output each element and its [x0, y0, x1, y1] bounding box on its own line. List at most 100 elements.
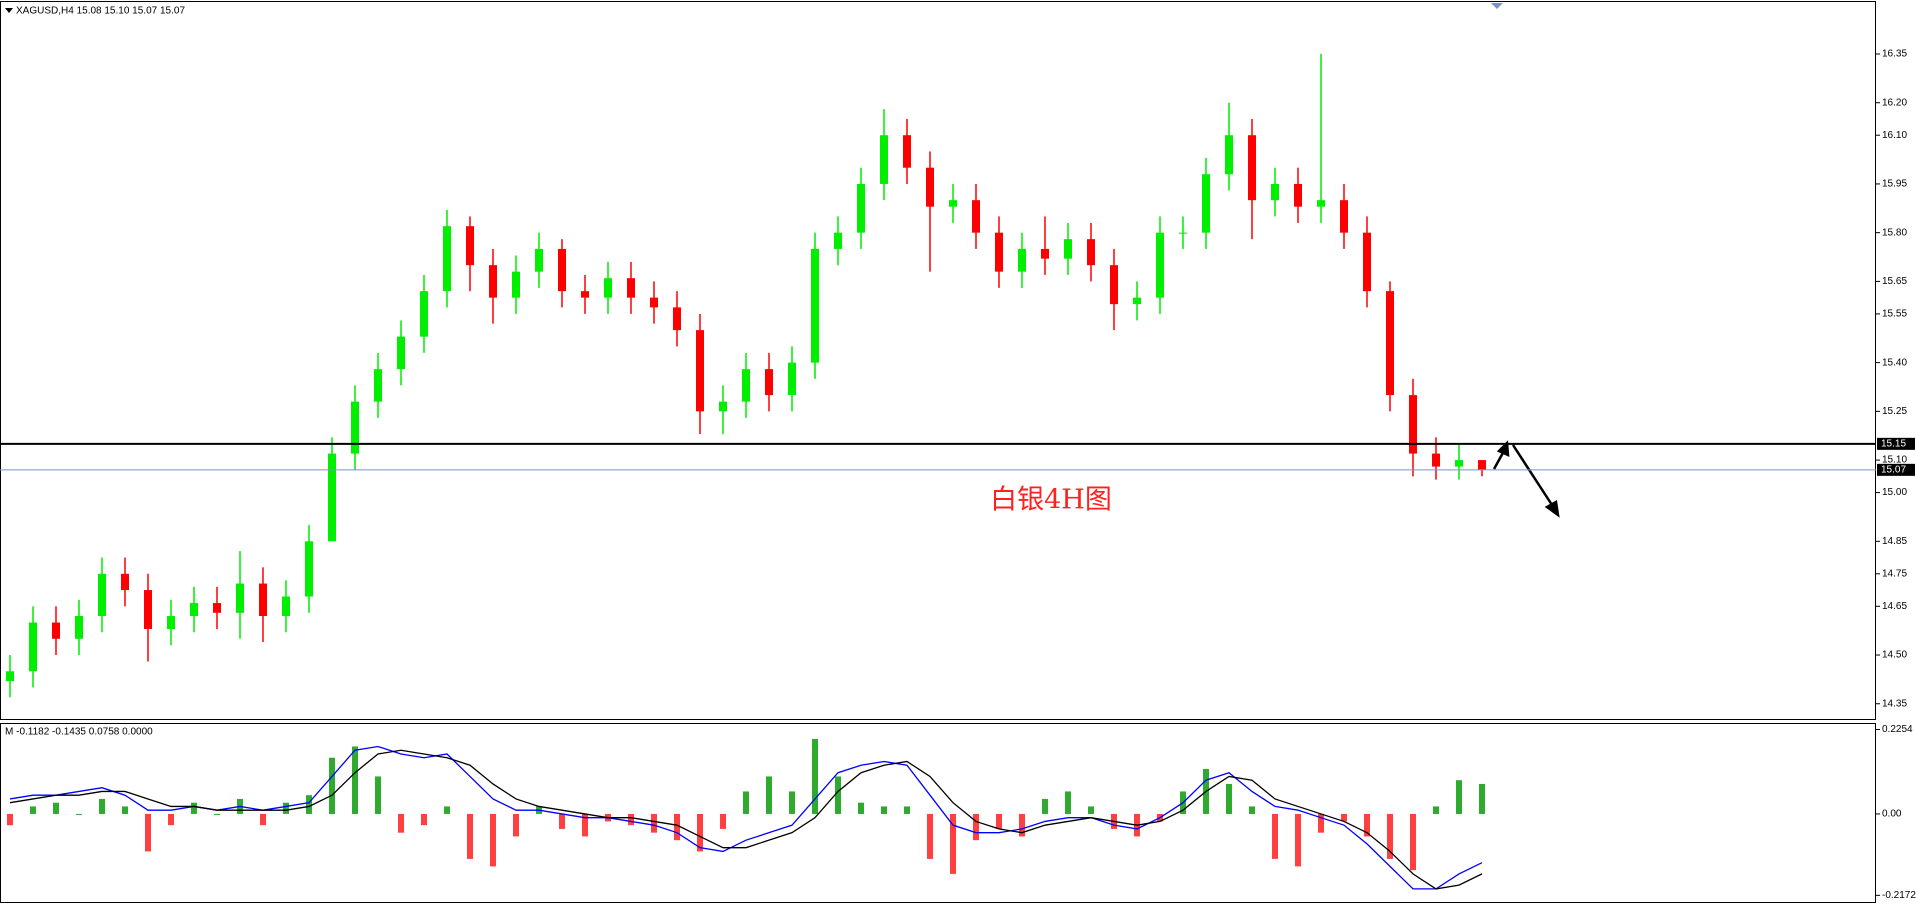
- histogram-bar: [467, 813, 473, 859]
- histogram-bar: [214, 813, 220, 815]
- histogram-bar: [904, 806, 910, 814]
- indicator-line: [9, 745, 1483, 890]
- candle-body: [6, 671, 14, 682]
- histogram-bar: [1042, 798, 1048, 814]
- candle-body: [1225, 135, 1233, 175]
- y-tick-label: 15.55: [1882, 309, 1907, 320]
- candle-body: [1455, 460, 1463, 467]
- y-tick-label: 14.35: [1882, 698, 1907, 709]
- candle-body: [443, 226, 451, 292]
- histogram-bar: [122, 806, 128, 814]
- histogram-bar: [674, 813, 680, 841]
- candle-body: [903, 135, 911, 168]
- level-label: 15.15: [1881, 438, 1906, 449]
- y-tick-label: 15.80: [1882, 227, 1907, 238]
- candle-body: [834, 232, 842, 249]
- annotation: 白银4H图: [990, 485, 1112, 516]
- candle-body: [742, 369, 750, 402]
- arrow-up: [1492, 450, 1506, 470]
- level-tag: [1877, 437, 1915, 450]
- candle-body: [374, 369, 382, 402]
- candle-body: [236, 583, 244, 613]
- candle-body: [29, 622, 37, 672]
- candle-body: [1018, 248, 1026, 272]
- candle-body: [328, 453, 336, 542]
- candle-body: [1294, 183, 1302, 207]
- histogram-bar: [973, 813, 979, 841]
- candle-body: [1064, 239, 1072, 259]
- candle-body: [788, 362, 796, 396]
- candle-body: [1432, 453, 1440, 467]
- candle-body: [1248, 135, 1256, 201]
- candle-body: [1386, 291, 1394, 396]
- histogram-bar: [283, 802, 289, 814]
- histogram-bar: [1249, 806, 1255, 814]
- histogram-bar: [651, 813, 657, 833]
- histogram-bar: [352, 746, 358, 814]
- y-tick-label: 14.75: [1882, 568, 1907, 579]
- histogram-bar: [1295, 813, 1301, 867]
- menu-arrow: [5, 8, 13, 13]
- histogram-bar: [1318, 813, 1324, 833]
- histogram-bar: [1341, 813, 1347, 822]
- candle-body: [765, 369, 773, 396]
- candle-body: [1156, 232, 1164, 298]
- candle-body: [167, 616, 175, 630]
- candle-body: [880, 135, 888, 184]
- candle-body: [121, 573, 129, 591]
- level-tag: [1877, 463, 1915, 476]
- candle-body: [282, 596, 290, 617]
- histogram-bar: [490, 813, 496, 867]
- candle-body: [604, 278, 612, 298]
- histogram-bar: [1479, 783, 1485, 814]
- y-tick-label: 15.00: [1882, 487, 1907, 498]
- candle-body: [305, 541, 313, 597]
- y-tick-label: 16.20: [1882, 97, 1907, 108]
- histogram-bar: [766, 776, 772, 814]
- candle-body: [696, 330, 704, 412]
- histogram-bar: [789, 791, 795, 814]
- y-tick-label: 16.10: [1882, 130, 1907, 141]
- candle-body: [1363, 232, 1371, 292]
- candle-body: [1340, 200, 1348, 233]
- histogram-bar: [1364, 813, 1370, 837]
- histogram-bar: [835, 776, 841, 814]
- candle-body: [1110, 265, 1118, 305]
- candle-body: [972, 200, 980, 233]
- level-label: 15.07: [1881, 464, 1906, 475]
- candle-body: [811, 248, 819, 363]
- histogram-bar: [1065, 791, 1071, 814]
- histogram-bar: [1019, 813, 1025, 837]
- candle-body: [535, 248, 543, 272]
- histogram-bar: [927, 813, 933, 859]
- arrow-head: [1496, 440, 1510, 457]
- histogram-bar: [559, 813, 565, 829]
- candle-body: [1133, 297, 1141, 305]
- candle-body: [1478, 460, 1486, 470]
- y-tick-label: 15.10: [1882, 455, 1907, 466]
- histogram-bar: [720, 813, 726, 829]
- arrow-head: [1544, 500, 1560, 518]
- histogram-bar: [1410, 813, 1416, 871]
- candle-body: [420, 291, 428, 337]
- histogram-bar: [628, 813, 634, 826]
- candle-body: [650, 297, 658, 308]
- y-tick-label: 15.40: [1882, 357, 1907, 368]
- shift-marker: [1491, 3, 1503, 9]
- histogram-bar: [1387, 813, 1393, 859]
- histogram-bar: [99, 798, 105, 814]
- histogram-bar: [1272, 813, 1278, 859]
- candle-body: [926, 167, 934, 207]
- histogram-bar: [996, 813, 1002, 829]
- histogram-bar: [1456, 780, 1462, 814]
- candle-body: [489, 265, 497, 298]
- y-tick-label: 15.65: [1882, 276, 1907, 287]
- candle-body: [512, 271, 520, 298]
- histogram-bar: [30, 806, 36, 814]
- candle-body: [673, 307, 681, 331]
- candle-body: [857, 183, 865, 233]
- y-tick-label: 15.25: [1882, 406, 1907, 417]
- indicator-line: [9, 749, 1483, 890]
- indicator-header: M -0.1182 -0.1435 0.0758 0.0000: [5, 727, 153, 738]
- candle-body: [1271, 183, 1279, 201]
